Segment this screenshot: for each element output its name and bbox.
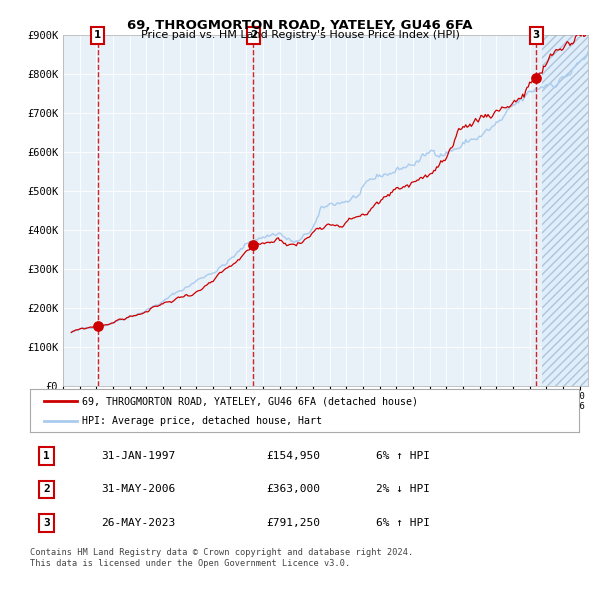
Text: £791,250: £791,250 — [266, 518, 320, 528]
Text: 6% ↑ HPI: 6% ↑ HPI — [376, 451, 430, 461]
Text: 1: 1 — [43, 451, 50, 461]
Point — [93, 322, 103, 331]
Text: 2% ↓ HPI: 2% ↓ HPI — [376, 484, 430, 494]
Text: 69, THROGMORTON ROAD, YATELEY, GU46 6FA (detached house): 69, THROGMORTON ROAD, YATELEY, GU46 6FA … — [82, 396, 418, 407]
Text: Price paid vs. HM Land Registry's House Price Index (HPI): Price paid vs. HM Land Registry's House … — [140, 30, 460, 40]
Text: £154,950: £154,950 — [266, 451, 320, 461]
Point — [532, 73, 541, 83]
Text: This data is licensed under the Open Government Licence v3.0.: This data is licensed under the Open Gov… — [30, 559, 350, 568]
Text: 6% ↑ HPI: 6% ↑ HPI — [376, 518, 430, 528]
Text: 2: 2 — [43, 484, 50, 494]
Text: 31-MAY-2006: 31-MAY-2006 — [101, 484, 176, 494]
Bar — [542, 35, 588, 386]
Text: HPI: Average price, detached house, Hart: HPI: Average price, detached house, Hart — [82, 417, 322, 426]
Text: 31-JAN-1997: 31-JAN-1997 — [101, 451, 176, 461]
Text: 26-MAY-2023: 26-MAY-2023 — [101, 518, 176, 528]
Text: Contains HM Land Registry data © Crown copyright and database right 2024.: Contains HM Land Registry data © Crown c… — [30, 548, 413, 556]
Text: 1: 1 — [94, 31, 101, 40]
Text: 2: 2 — [250, 31, 257, 40]
Text: £363,000: £363,000 — [266, 484, 320, 494]
Text: 3: 3 — [533, 31, 540, 40]
Point — [248, 240, 258, 250]
Text: 3: 3 — [43, 518, 50, 528]
Text: 69, THROGMORTON ROAD, YATELEY, GU46 6FA: 69, THROGMORTON ROAD, YATELEY, GU46 6FA — [127, 19, 473, 32]
